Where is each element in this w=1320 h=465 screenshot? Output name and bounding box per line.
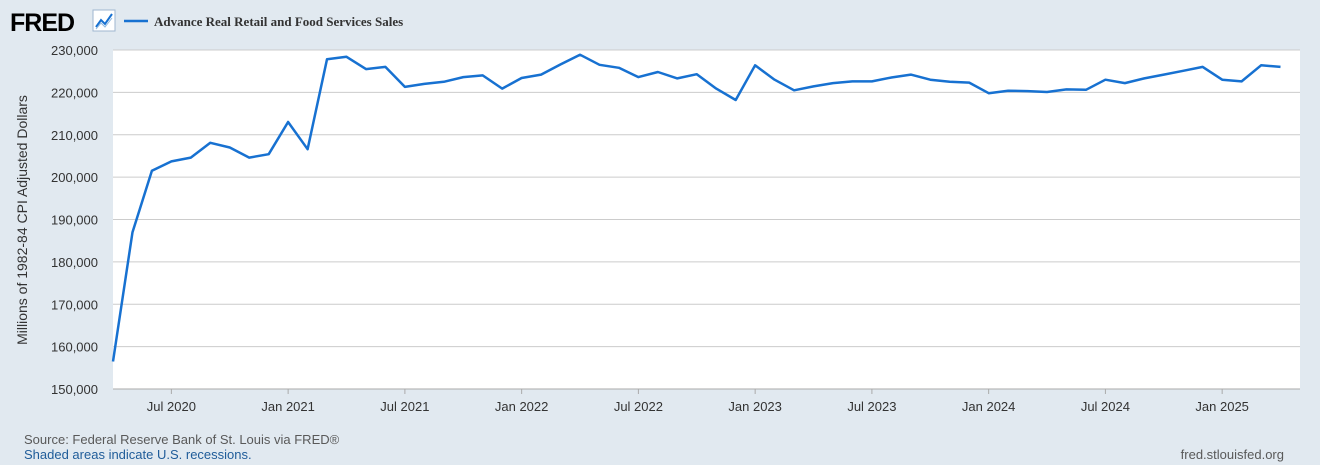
x-tick-label: Jan 2023	[728, 399, 782, 414]
x-tick-label: Jul 2021	[380, 399, 429, 414]
trend-line-icon	[92, 9, 116, 32]
x-tick-label: Jan 2025	[1195, 399, 1249, 414]
x-axis: Jul 2020 Jan 2021 Jul 2021 Jan 2022 Jul 2022…	[113, 388, 1300, 414]
y-tick-label: 180,000	[51, 255, 98, 270]
y-axis: 150,000 160,000 170,000 180,000 190,000 200,0…	[51, 43, 98, 397]
recession-note-link[interactable]: Shaded areas indicate U.S. recessions.	[24, 447, 252, 462]
y-tick-label: 200,000	[51, 170, 98, 185]
source-text: Source: Federal Reserve Bank of St. Loui…	[24, 432, 340, 447]
fred-logo[interactable]: FRED	[10, 9, 116, 37]
series-group	[111, 53, 1281, 362]
x-tick-label: Jan 2022	[495, 399, 549, 414]
y-tick-label: 160,000	[51, 340, 98, 355]
series-line[interactable]	[111, 53, 1281, 362]
y-tick-label: 220,000	[51, 85, 98, 100]
y-tick-label: 190,000	[51, 213, 98, 228]
x-tick-label: Jul 2022	[614, 399, 663, 414]
fred-logo-text: FRED	[10, 9, 74, 37]
y-axis-label: Millions of 1982-84 CPI Adjusted Dollars	[14, 95, 30, 345]
site-url-link[interactable]: fred.stlouisfed.org	[1180, 447, 1284, 462]
legend: Advance Real Retail and Food Services Sa…	[124, 14, 403, 29]
x-tick-label: Jan 2021	[261, 399, 315, 414]
x-tick-label: Jan 2024	[962, 399, 1016, 414]
y-tick-label: 210,000	[51, 128, 98, 143]
legend-label: Advance Real Retail and Food Services Sa…	[154, 14, 403, 29]
chart: FRED Advance Real Retail and Food Servic…	[10, 9, 1300, 414]
y-tick-label: 230,000	[51, 43, 98, 58]
x-tick-label: Jul 2024	[1081, 399, 1130, 414]
x-tick-label: Jul 2020	[147, 399, 196, 414]
y-tick-label: 170,000	[51, 297, 98, 312]
y-tick-label: 150,000	[51, 382, 98, 397]
x-tick-label: Jul 2023	[847, 399, 896, 414]
